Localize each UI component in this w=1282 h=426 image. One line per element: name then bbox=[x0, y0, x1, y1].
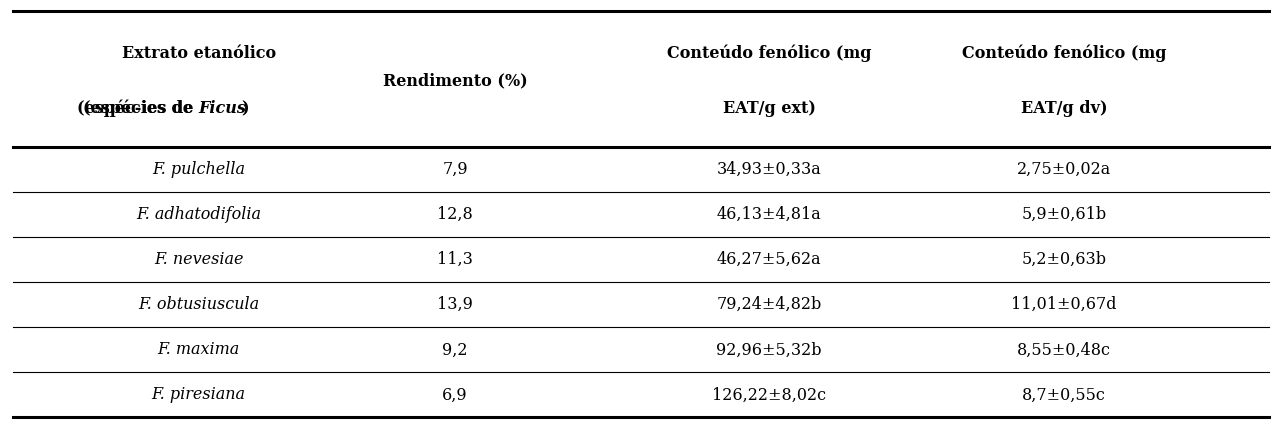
Text: 5,2±0,63b: 5,2±0,63b bbox=[1022, 251, 1106, 268]
Text: 2,75±0,02a: 2,75±0,02a bbox=[1017, 161, 1111, 178]
Text: F. adhatodifolia: F. adhatodifolia bbox=[136, 206, 262, 223]
Text: 79,24±4,82b: 79,24±4,82b bbox=[717, 296, 822, 313]
Text: 6,9: 6,9 bbox=[442, 386, 468, 403]
Text: F. maxima: F. maxima bbox=[158, 341, 240, 358]
Text: F. obtusiuscula: F. obtusiuscula bbox=[138, 296, 259, 313]
Text: 92,96±5,32b: 92,96±5,32b bbox=[717, 341, 822, 358]
Text: 46,13±4,81a: 46,13±4,81a bbox=[717, 206, 822, 223]
Text: Conteúdo fenólico (mg: Conteúdo fenólico (mg bbox=[667, 44, 872, 62]
Text: Extrato etanólico: Extrato etanólico bbox=[122, 45, 276, 62]
Text: Conteúdo fenólico (mg: Conteúdo fenólico (mg bbox=[962, 44, 1167, 62]
Text: 9,2: 9,2 bbox=[442, 341, 468, 358]
Text: EAT/g dv): EAT/g dv) bbox=[1020, 100, 1108, 117]
Text: 126,22±8,02c: 126,22±8,02c bbox=[712, 386, 827, 403]
Text: 12,8: 12,8 bbox=[437, 206, 473, 223]
Text: Ficus: Ficus bbox=[199, 100, 246, 117]
Text: F. nevesiae: F. nevesiae bbox=[154, 251, 244, 268]
Text: F. pulchella: F. pulchella bbox=[153, 161, 245, 178]
Text: Rendimento (%): Rendimento (%) bbox=[383, 72, 527, 89]
Text: 13,9: 13,9 bbox=[437, 296, 473, 313]
Text: (espécies de: (espécies de bbox=[83, 100, 199, 118]
Text: 11,3: 11,3 bbox=[437, 251, 473, 268]
Text: 34,93±0,33a: 34,93±0,33a bbox=[717, 161, 822, 178]
Text: (espéc­ies de: (espéc­ies de bbox=[77, 100, 199, 118]
Text: ): ) bbox=[241, 100, 249, 117]
Text: 8,7±0,55c: 8,7±0,55c bbox=[1022, 386, 1106, 403]
Text: F. piresiana: F. piresiana bbox=[151, 386, 246, 403]
Text: 5,9±0,61b: 5,9±0,61b bbox=[1022, 206, 1106, 223]
Text: 8,55±0,48c: 8,55±0,48c bbox=[1017, 341, 1111, 358]
Text: 7,9: 7,9 bbox=[442, 161, 468, 178]
Text: 46,27±5,62a: 46,27±5,62a bbox=[717, 251, 822, 268]
Text: 11,01±0,67d: 11,01±0,67d bbox=[1011, 296, 1117, 313]
Text: EAT/g ext): EAT/g ext) bbox=[723, 100, 815, 117]
